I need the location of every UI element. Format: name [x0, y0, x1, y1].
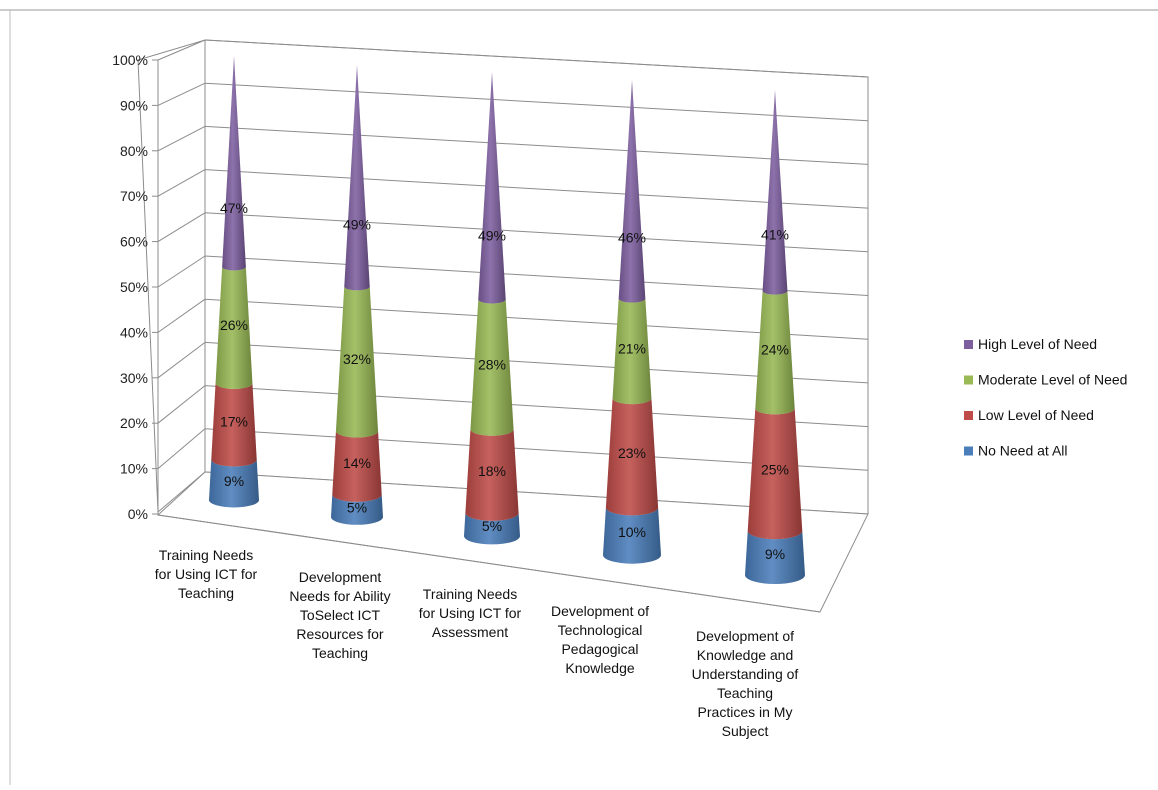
y-axis: 0% 10% 20% 30% 40% 50% 60% 70% 80% 90% 100%: [112, 52, 159, 522]
gridline: [157, 82, 206, 106]
gridline: [157, 169, 206, 197]
gridline: [157, 298, 206, 333]
y-tick-label: 40%: [120, 324, 148, 340]
y-tick-label: 70%: [120, 188, 148, 204]
legend-label: Moderate Level of Need: [978, 372, 1127, 388]
cones: 9% 17% 26% 47% 5% 14% 32% 49% 5% 18% 28% 49% 10% 23% 2…: [209, 56, 805, 584]
y-tick-label: 30%: [120, 370, 148, 386]
data-label: 9%: [224, 473, 244, 489]
x-category-label: Development Needs for Ability ToSelect ICT…: [289, 569, 390, 661]
cone-2: 5% 14% 32% 49%: [331, 65, 383, 525]
cone-4: 10% 23% 21% 46%: [603, 80, 661, 564]
data-label: 49%: [478, 228, 506, 244]
data-label: 21%: [618, 340, 646, 356]
cone-segment-no-need-at-all: [603, 507, 661, 564]
data-label: 41%: [761, 227, 789, 243]
gridline: [204, 125, 869, 165]
gridline: [204, 39, 869, 78]
legend-label: Low Level of Need: [978, 407, 1094, 423]
gridline: [204, 255, 869, 296]
cone-segment-high-level-of-need: [618, 80, 646, 303]
side-wall: [137, 39, 206, 514]
cone-segment-no-need-at-all: [209, 459, 259, 508]
y-tick-label: 0%: [128, 506, 148, 522]
data-label: 18%: [478, 463, 506, 479]
gridline: [204, 82, 869, 122]
x-category-label: Training Needs for Using ICT for Teaching: [155, 547, 258, 601]
cone-segment-moderate-level-of-need: [215, 266, 253, 389]
cone-segment-high-level-of-need: [344, 65, 370, 291]
x-category-label: Development of Knowledge and Understanding…: [692, 628, 799, 739]
x-axis-line: [157, 514, 821, 613]
cone-5: 9% 25% 24% 41%: [745, 90, 805, 584]
cone-segment-high-level-of-need: [762, 90, 788, 295]
data-label: 25%: [761, 462, 789, 478]
legend-item: Moderate Level of Need: [964, 372, 1127, 388]
gridline: [157, 39, 206, 61]
cone-segment-moderate-level-of-need: [335, 286, 379, 438]
y-tick-label: 60%: [120, 234, 148, 250]
legend: High Level of Need Moderate Level of Need…: [964, 336, 1127, 459]
legend-label: No Need at All: [978, 443, 1068, 459]
gridline: [204, 298, 869, 340]
gridline: [157, 125, 206, 152]
y-tick-label: 100%: [112, 52, 148, 68]
data-label: 47%: [220, 200, 248, 216]
legend-swatch: [964, 446, 973, 456]
legend-swatch: [964, 340, 973, 349]
gridline: [157, 212, 206, 243]
legend-swatch: [964, 375, 973, 385]
data-label: 5%: [482, 518, 502, 534]
gridline: [204, 212, 869, 253]
y-tick-label: 10%: [120, 461, 148, 477]
data-label: 9%: [765, 546, 785, 562]
cone-3: 5% 18% 28% 49%: [464, 72, 520, 545]
data-label: 26%: [220, 317, 248, 333]
cone-segment-moderate-level-of-need: [755, 290, 795, 415]
x-category-label: Development of Technological Pedagogical Kn…: [551, 603, 649, 676]
gridline: [157, 428, 206, 469]
cone-segment-moderate-level-of-need: [470, 299, 514, 436]
legend-item: No Need at All: [964, 443, 1068, 459]
cone-segment-low-level-of-need: [211, 383, 257, 467]
data-label: 32%: [343, 351, 371, 367]
data-label: 49%: [343, 216, 371, 232]
data-label: 46%: [618, 229, 646, 245]
y-tick-label: 90%: [120, 97, 148, 113]
cone-segment-no-need-at-all: [464, 512, 520, 545]
data-label: 28%: [478, 356, 506, 372]
gridline: [157, 385, 206, 424]
gridline: [157, 255, 206, 288]
legend-item: High Level of Need: [964, 336, 1097, 352]
gridline: [204, 169, 869, 209]
cone-segment-high-level-of-need: [222, 56, 246, 271]
cone-segment-low-level-of-need: [605, 398, 659, 516]
cone-segment-high-level-of-need: [478, 72, 506, 304]
cone-segment-low-level-of-need: [332, 431, 382, 502]
data-label: 10%: [618, 524, 646, 540]
legend-item: Low Level of Need: [964, 407, 1094, 423]
cone-segment-no-need-at-all: [745, 530, 805, 584]
cone-1: 9% 17% 26% 47%: [209, 56, 259, 508]
cone-segment-no-need-at-all: [331, 494, 383, 525]
data-label: 5%: [347, 500, 367, 516]
y-tick-label: 50%: [120, 279, 148, 295]
data-label: 24%: [761, 342, 789, 358]
x-axis-labels: Training Needs for Using ICT for Teaching D…: [155, 514, 821, 739]
y-tick-label: 20%: [120, 415, 148, 431]
cone-segment-moderate-level-of-need: [612, 298, 652, 405]
cone-segment-low-level-of-need: [747, 408, 803, 540]
y-tick-label: 80%: [120, 143, 148, 159]
data-label: 14%: [343, 455, 371, 471]
legend-label: High Level of Need: [978, 336, 1097, 352]
cone-segment-low-level-of-need: [465, 429, 519, 521]
legend-swatch: [964, 411, 973, 420]
data-label: 17%: [220, 414, 248, 430]
data-label: 23%: [618, 445, 646, 461]
gridline: [157, 342, 206, 379]
x-category-label: Training Needs for Using ICT for Assessmen…: [419, 586, 522, 640]
